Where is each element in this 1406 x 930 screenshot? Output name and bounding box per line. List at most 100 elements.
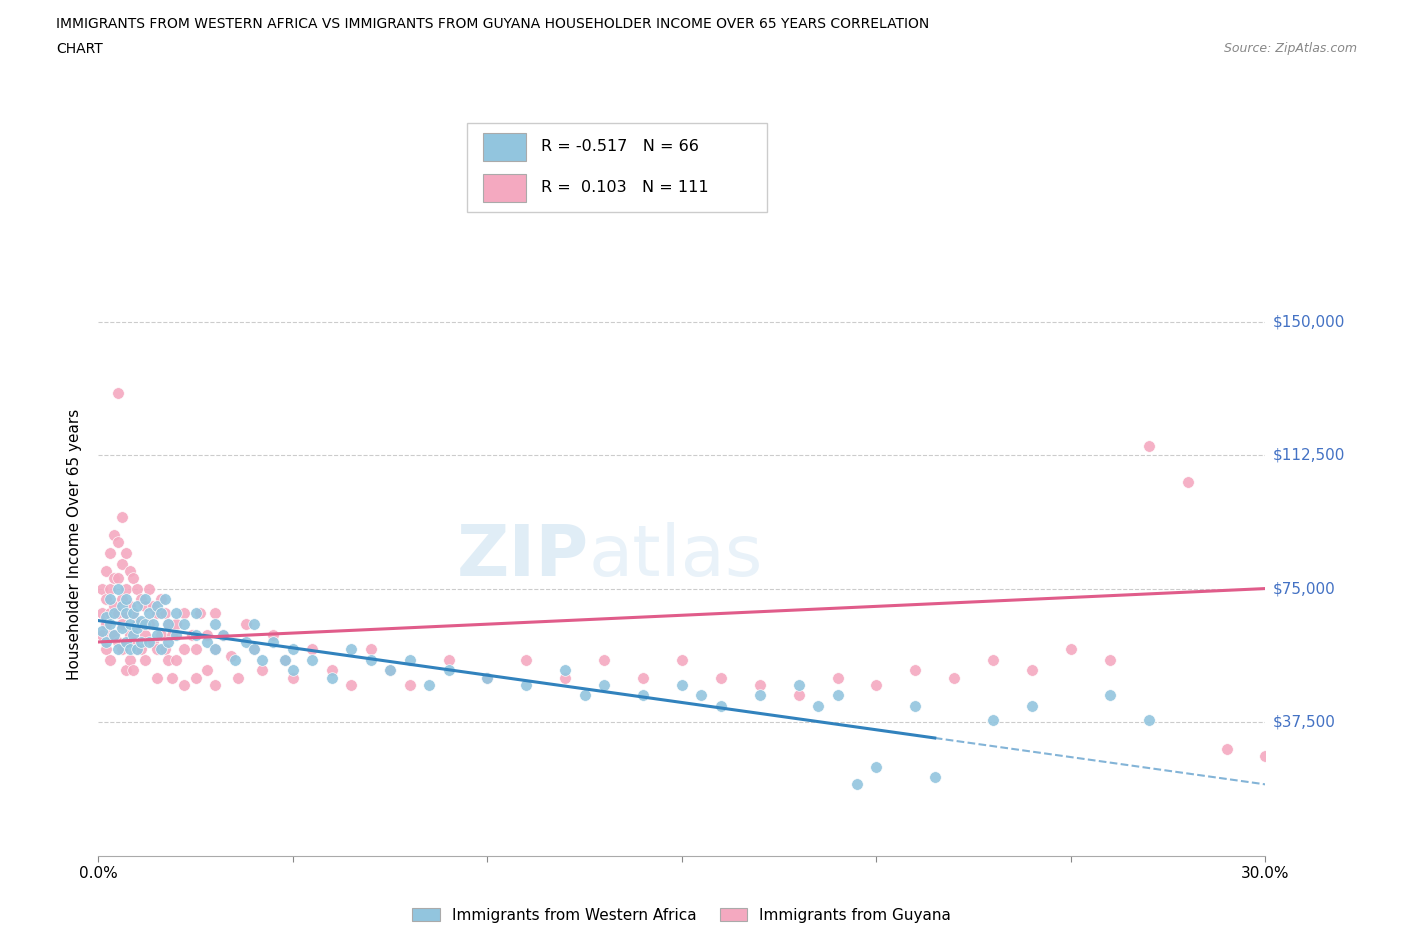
Point	[142, 634, 165, 649]
Point	[281, 663, 304, 678]
Point	[98, 591, 121, 606]
Point	[204, 642, 226, 657]
Point	[981, 713, 1004, 728]
Point	[96, 591, 118, 606]
Point	[122, 570, 145, 585]
Point	[157, 652, 180, 667]
Point	[243, 642, 266, 657]
Point	[593, 677, 616, 692]
Point	[904, 698, 927, 713]
Point	[122, 606, 145, 621]
Point	[195, 663, 218, 678]
Point	[91, 628, 114, 643]
Point	[111, 617, 134, 631]
Point	[114, 581, 136, 596]
Point	[301, 642, 323, 657]
Point	[865, 677, 887, 692]
Point	[204, 617, 226, 631]
Point	[250, 663, 273, 678]
Point	[98, 652, 121, 667]
Point	[96, 617, 118, 631]
Text: ZIP: ZIP	[457, 522, 589, 591]
Point	[173, 677, 195, 692]
Point	[195, 628, 218, 643]
Point	[235, 617, 257, 631]
Point	[165, 652, 187, 667]
Point	[690, 688, 713, 703]
Point	[477, 671, 499, 685]
Point	[127, 617, 149, 631]
Point	[378, 663, 402, 678]
Point	[321, 671, 343, 685]
Point	[146, 642, 169, 657]
Point	[157, 634, 180, 649]
Point	[224, 652, 246, 667]
Point	[98, 546, 121, 561]
Point	[114, 606, 136, 621]
Point	[173, 642, 195, 657]
Point	[107, 581, 129, 596]
Point	[274, 652, 297, 667]
Point	[138, 581, 160, 596]
Point	[1137, 713, 1160, 728]
Point	[184, 628, 207, 643]
Point	[981, 652, 1004, 667]
Point	[103, 527, 125, 542]
Point	[142, 599, 165, 614]
Text: CHART: CHART	[56, 42, 103, 56]
Point	[111, 599, 134, 614]
Point	[1021, 663, 1043, 678]
Point	[103, 599, 125, 614]
Point	[219, 649, 242, 664]
Point	[184, 671, 207, 685]
Point	[127, 581, 149, 596]
Point	[103, 570, 125, 585]
Point	[250, 652, 273, 667]
Point	[173, 606, 195, 621]
Point	[114, 546, 136, 561]
Text: $75,000: $75,000	[1272, 581, 1336, 596]
Text: R = -0.517   N = 66: R = -0.517 N = 66	[541, 140, 699, 154]
Point	[184, 606, 207, 621]
Point	[943, 671, 966, 685]
Point	[91, 606, 114, 621]
Point	[103, 628, 125, 643]
Point	[114, 606, 136, 621]
Point	[1177, 474, 1199, 489]
Point	[262, 628, 284, 643]
Point	[1021, 698, 1043, 713]
Point	[129, 634, 152, 649]
FancyBboxPatch shape	[467, 123, 768, 212]
Point	[118, 617, 141, 631]
Point	[127, 620, 149, 635]
Point	[118, 652, 141, 667]
Point	[204, 677, 226, 692]
Point	[845, 777, 868, 791]
Point	[129, 642, 152, 657]
Point	[437, 652, 460, 667]
Point	[149, 591, 172, 606]
Point	[1098, 688, 1121, 703]
Point	[748, 677, 770, 692]
Point	[118, 564, 141, 578]
Point	[96, 564, 118, 578]
Point	[173, 617, 195, 631]
Point	[153, 591, 176, 606]
Point	[378, 663, 402, 678]
Point	[807, 698, 830, 713]
Point	[360, 652, 382, 667]
Point	[122, 634, 145, 649]
Point	[301, 652, 323, 667]
Point	[134, 599, 156, 614]
Point	[360, 642, 382, 657]
Point	[554, 671, 576, 685]
Point	[127, 642, 149, 657]
Point	[138, 634, 160, 649]
Point	[827, 688, 849, 703]
Text: atlas: atlas	[589, 522, 763, 591]
Point	[98, 628, 121, 643]
Point	[1060, 642, 1083, 657]
Point	[111, 620, 134, 635]
Point	[114, 591, 136, 606]
Point	[593, 652, 616, 667]
